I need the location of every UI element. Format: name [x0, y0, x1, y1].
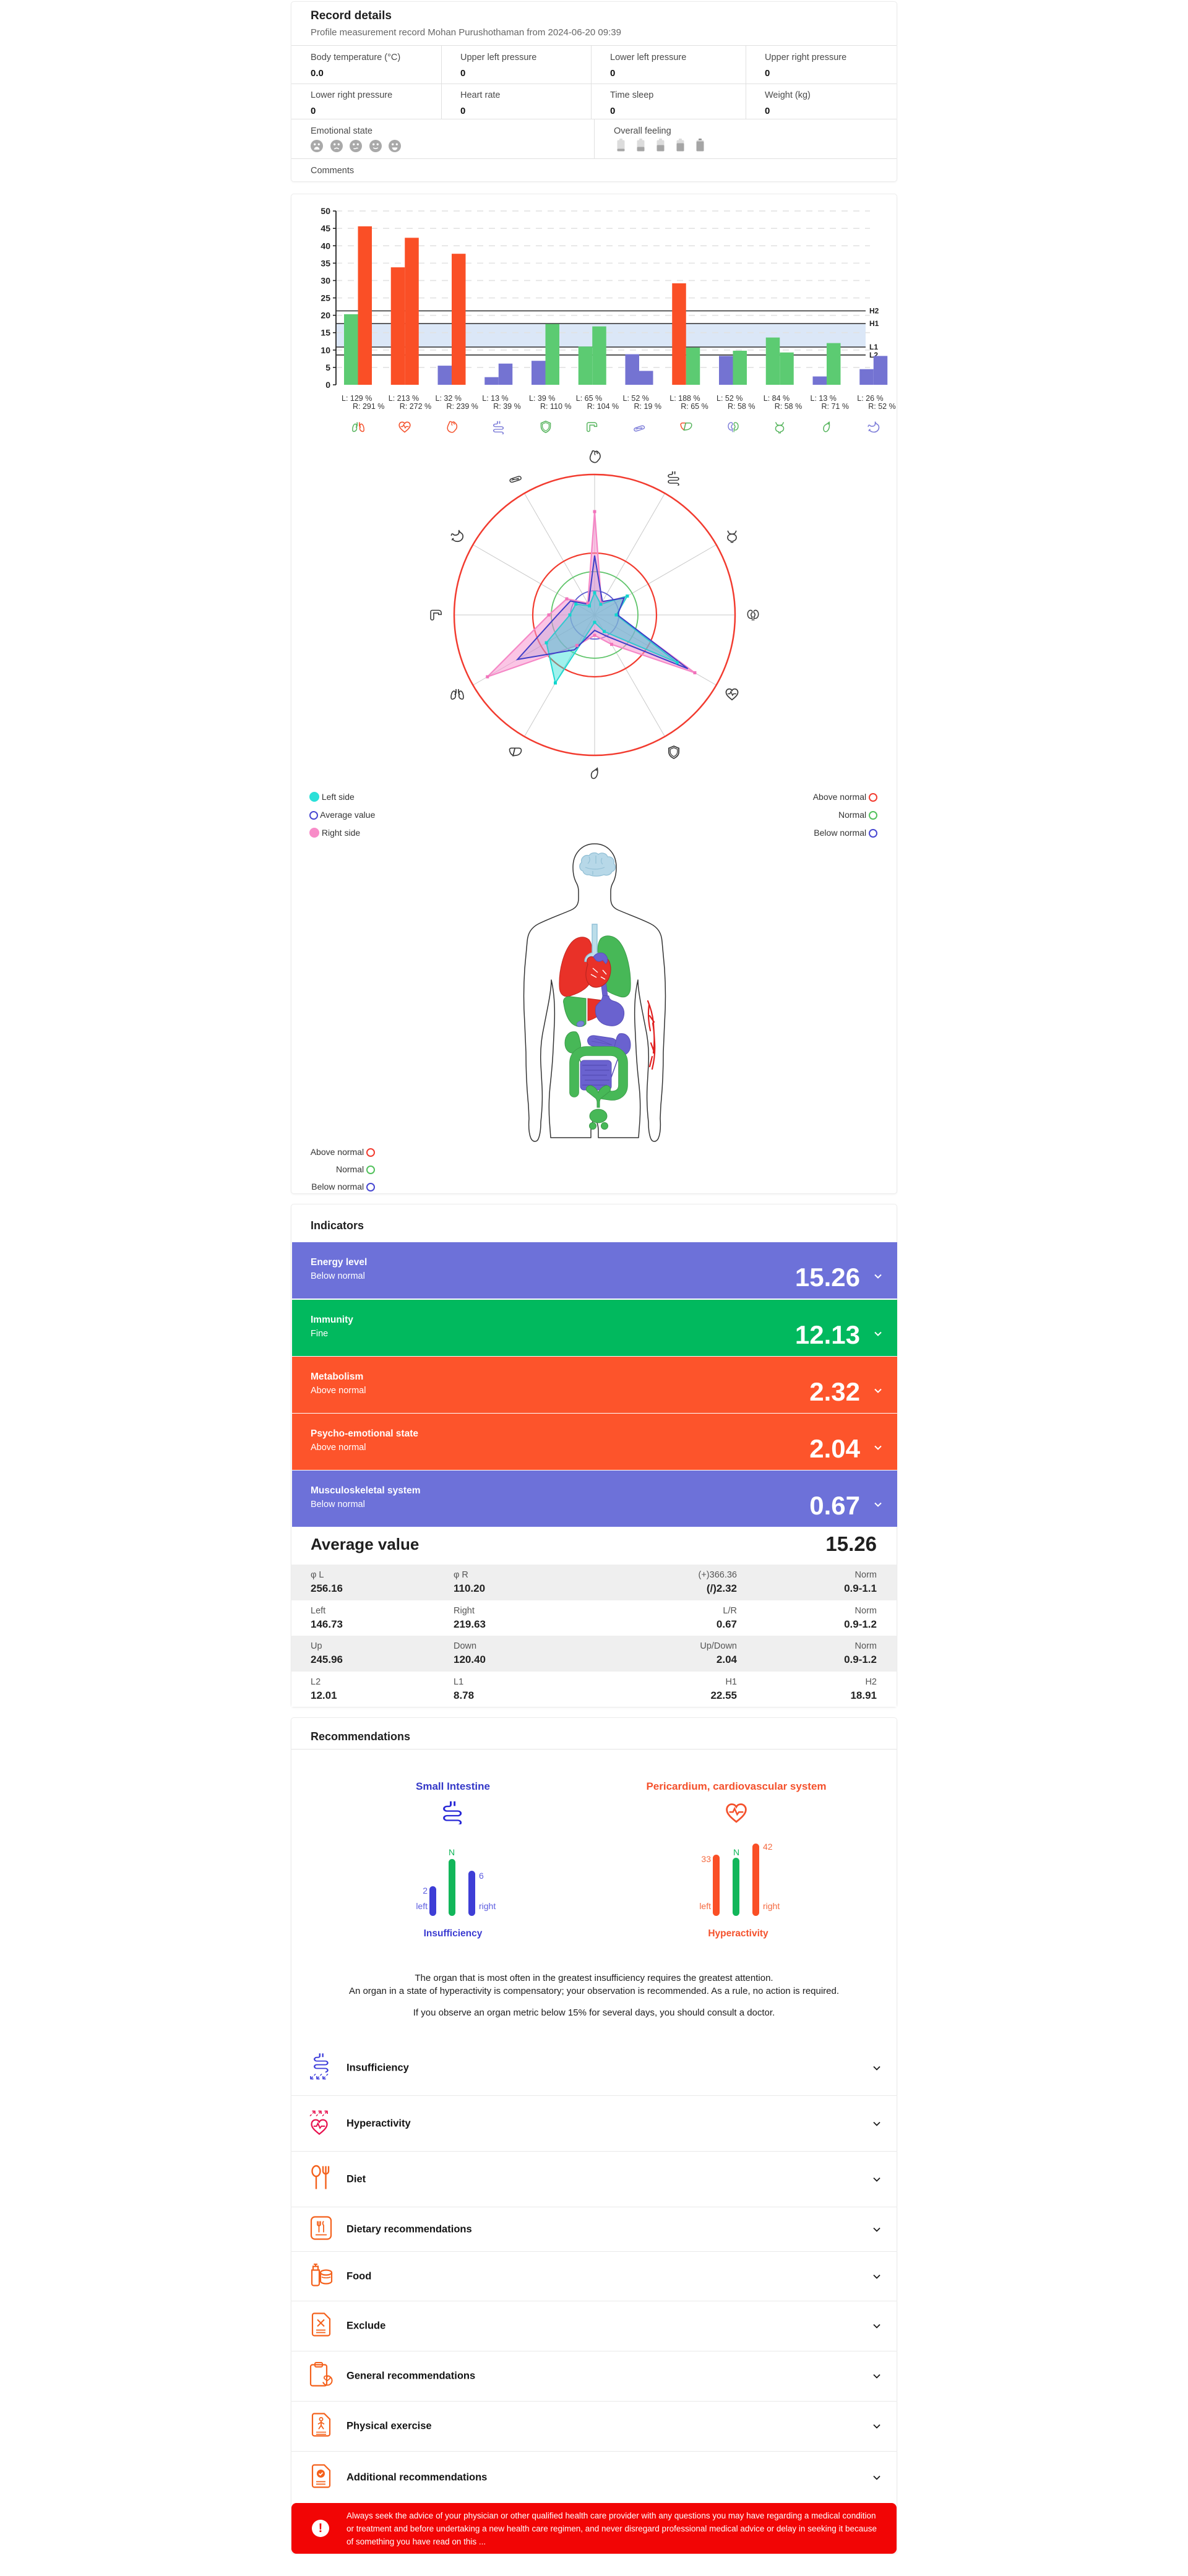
svg-text:25: 25 — [321, 293, 330, 303]
svg-text:L: 26 %: L: 26 % — [857, 394, 883, 403]
svg-text:L: 188 %: L: 188 % — [669, 394, 700, 403]
svg-text:R: 19 %: R: 19 % — [634, 402, 661, 411]
svg-text:50: 50 — [321, 206, 330, 216]
svg-text:45: 45 — [321, 223, 330, 233]
svg-text:L: 32 %: L: 32 % — [436, 394, 462, 403]
svg-text:H1: H1 — [869, 319, 879, 328]
svg-text:40: 40 — [321, 241, 330, 251]
svg-text:L: 52 %: L: 52 % — [717, 394, 742, 403]
svg-text:L: 129 %: L: 129 % — [342, 394, 372, 403]
svg-text:R: 71 %: R: 71 % — [822, 402, 849, 411]
svg-text:L: 84 %: L: 84 % — [764, 394, 790, 403]
svg-text:R: 239 %: R: 239 % — [447, 402, 478, 411]
svg-text:L1: L1 — [869, 343, 878, 351]
svg-text:20: 20 — [321, 311, 330, 320]
svg-text:R: 272 %: R: 272 % — [400, 402, 431, 411]
svg-text:R: 39 %: R: 39 % — [493, 402, 520, 411]
svg-text:30: 30 — [321, 275, 330, 285]
svg-text:R: 58 %: R: 58 % — [728, 402, 755, 411]
svg-text:L: 65 %: L: 65 % — [576, 394, 602, 403]
svg-text:35: 35 — [321, 258, 330, 268]
svg-text:10: 10 — [321, 345, 330, 355]
svg-text:R: 104 %: R: 104 % — [587, 402, 619, 411]
svg-text:R: 110 %: R: 110 % — [540, 402, 572, 411]
svg-text:R: 52 %: R: 52 % — [868, 402, 895, 411]
svg-text:R: 65 %: R: 65 % — [681, 402, 708, 411]
svg-text:L: 52 %: L: 52 % — [623, 394, 649, 403]
svg-text:5: 5 — [325, 363, 330, 372]
svg-text:0: 0 — [325, 380, 330, 390]
svg-text:15: 15 — [321, 328, 330, 338]
svg-text:L: 13 %: L: 13 % — [482, 394, 508, 403]
svg-text:R: 291 %: R: 291 % — [353, 402, 384, 411]
svg-text:R: 58 %: R: 58 % — [775, 402, 802, 411]
svg-text:L: 39 %: L: 39 % — [529, 394, 555, 403]
svg-text:L: 13 %: L: 13 % — [811, 394, 837, 403]
svg-text:L: 213 %: L: 213 % — [389, 394, 419, 403]
svg-text:H2: H2 — [869, 307, 879, 316]
